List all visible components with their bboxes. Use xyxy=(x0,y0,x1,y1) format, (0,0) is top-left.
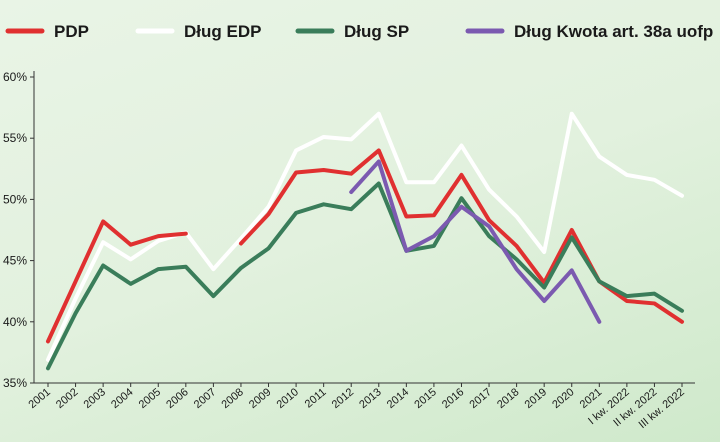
x-tick-label: 2017 xyxy=(468,386,494,411)
series-line-pdp xyxy=(46,219,188,344)
x-tick-label: 2007 xyxy=(192,386,218,411)
x-tick-label: 2018 xyxy=(495,386,521,411)
y-tick-label: 60% xyxy=(3,70,27,84)
legend-label: Dług EDP xyxy=(184,22,261,41)
x-tick-label: 2012 xyxy=(330,386,356,411)
y-tick-label: 55% xyxy=(3,131,27,145)
y-tick-label: 40% xyxy=(3,315,27,329)
x-tick-label: 2001 xyxy=(26,386,52,411)
legend-label: PDP xyxy=(54,22,89,41)
x-tick-label: 2014 xyxy=(385,386,411,411)
x-tick-label: 2009 xyxy=(247,386,273,411)
legend-label: Dług Kwota art. 38a uofp xyxy=(514,22,713,41)
series-line-pdp xyxy=(238,148,684,324)
x-tick-label: 2008 xyxy=(219,386,245,411)
x-tick-label: 2015 xyxy=(412,386,438,411)
y-tick-label: 45% xyxy=(3,254,27,268)
x-tick-label: 2019 xyxy=(523,386,549,411)
y-tick-label: 50% xyxy=(3,192,27,206)
series-line-dług-sp xyxy=(46,181,684,371)
x-tick-label: 2004 xyxy=(109,386,135,411)
x-tick-label: 2006 xyxy=(164,386,190,411)
x-tick-label: 2003 xyxy=(82,386,108,411)
series-line-dług-edp xyxy=(46,111,684,362)
series-line-dług-kwota-art-38a-uofp xyxy=(349,159,602,324)
x-tick-label: 2011 xyxy=(303,386,329,410)
x-tick-label: 2020 xyxy=(550,386,576,411)
x-tick-label: 2013 xyxy=(357,386,383,411)
x-tick-label: 2005 xyxy=(137,386,163,411)
x-tick-label: 2002 xyxy=(54,386,80,411)
legend-label: Dług SP xyxy=(344,22,409,41)
y-tick-label: 35% xyxy=(3,376,27,390)
x-tick-label: 2010 xyxy=(275,386,301,411)
x-tick-label: 2016 xyxy=(440,386,466,411)
